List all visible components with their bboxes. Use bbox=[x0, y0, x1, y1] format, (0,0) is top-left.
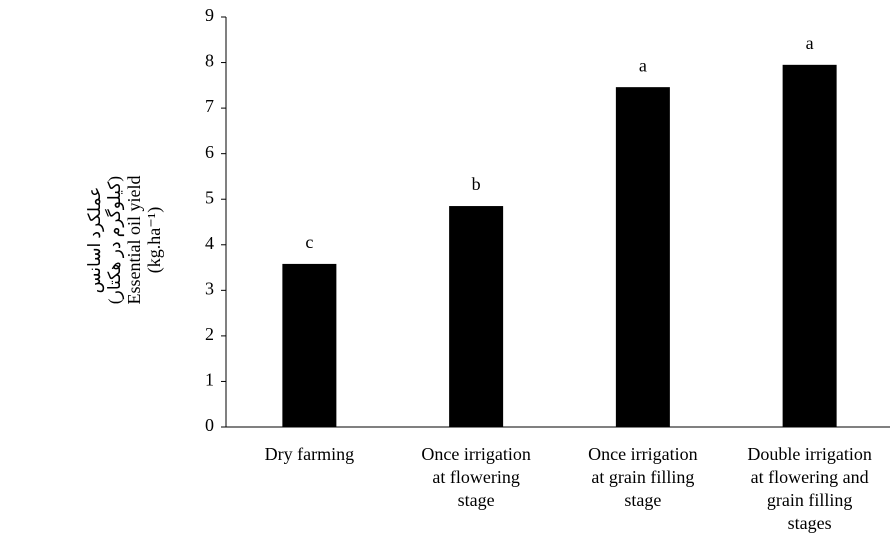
y-tick-label: 4 bbox=[205, 233, 214, 253]
bar bbox=[282, 263, 337, 427]
y-label-line: عملکرد اسانس bbox=[85, 187, 105, 294]
y-label-line: Essential oil yield bbox=[124, 176, 144, 305]
y-tick-label: 2 bbox=[205, 324, 214, 344]
y-label-line: (کیلوگرم در هکتار) bbox=[104, 176, 125, 304]
y-label-line: (kg.ha⁻¹) bbox=[144, 207, 165, 273]
x-tick-label: at flowering and bbox=[751, 467, 869, 487]
y-tick-label: 7 bbox=[205, 96, 214, 116]
significance-letter: c bbox=[305, 232, 313, 252]
y-tick-label: 6 bbox=[205, 142, 214, 162]
y-tick-label: 1 bbox=[205, 370, 214, 390]
x-tick-label: Double irrigation bbox=[747, 444, 871, 464]
x-tick-label: at grain filling bbox=[591, 467, 694, 487]
x-tick-label: Once irrigation bbox=[588, 444, 697, 464]
bar bbox=[782, 64, 837, 427]
significance-letter: a bbox=[639, 55, 647, 75]
x-tick-label: stage bbox=[624, 490, 661, 510]
y-tick-label: 5 bbox=[205, 187, 214, 207]
y-tick-label: 3 bbox=[205, 278, 214, 298]
y-axis-label: عملکرد اسانس (کیلوگرم در هکتار) Essentia… bbox=[85, 176, 165, 305]
significance-letter: b bbox=[472, 174, 481, 194]
x-tick-label: stages bbox=[788, 513, 832, 533]
x-tick-label: Dry farming bbox=[265, 444, 354, 464]
y-tick-label: 0 bbox=[205, 415, 214, 435]
x-tick-label: grain filling bbox=[767, 490, 852, 510]
significance-letter: a bbox=[806, 33, 814, 53]
bar bbox=[449, 206, 504, 427]
y-tick-label: 8 bbox=[205, 51, 214, 71]
y-tick-label: 9 bbox=[205, 5, 214, 25]
x-tick-label: Once irrigation bbox=[421, 444, 530, 464]
x-tick-label: stage bbox=[458, 490, 495, 510]
bar bbox=[615, 87, 670, 428]
x-tick-label: at flowering bbox=[432, 467, 519, 487]
